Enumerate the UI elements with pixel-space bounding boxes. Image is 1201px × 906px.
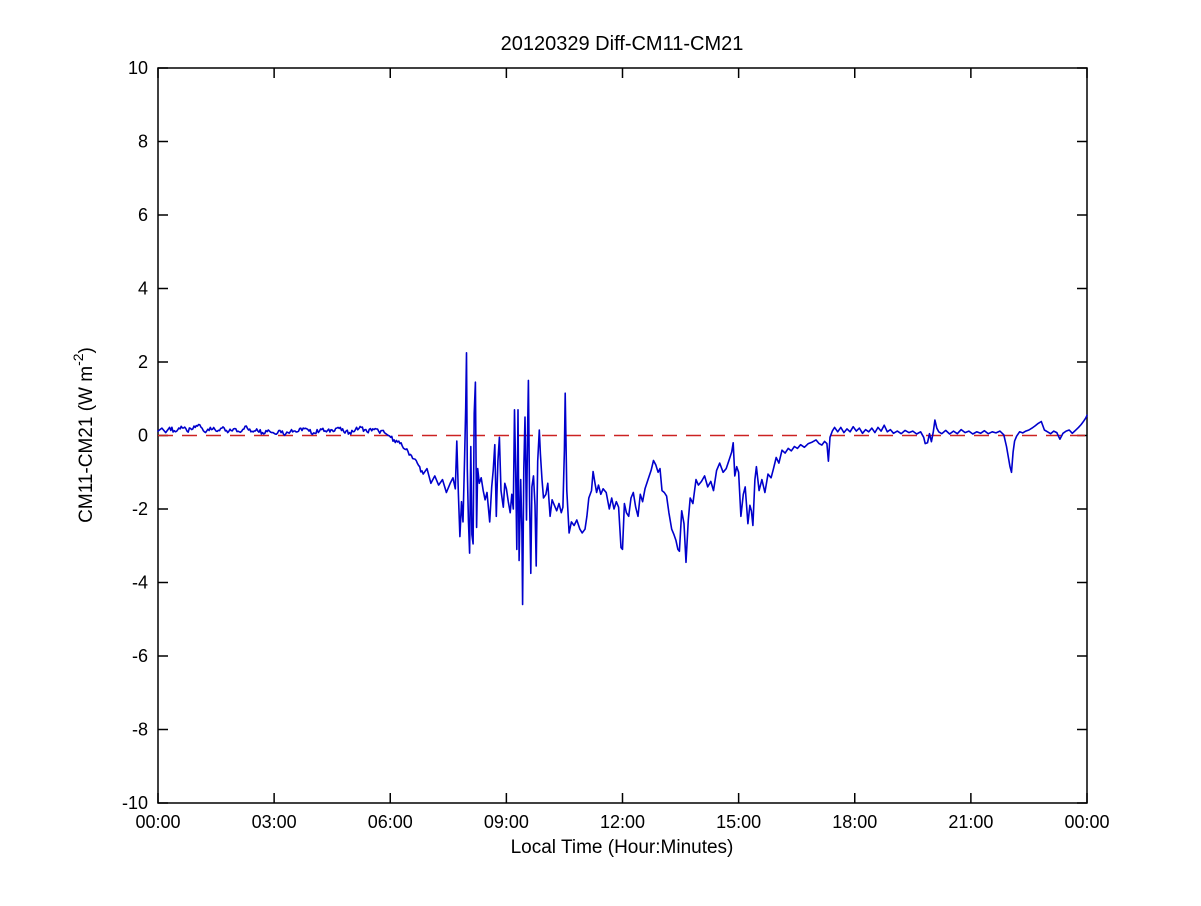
y-tick-label: -8 (132, 720, 148, 740)
y-tick-label: 0 (138, 426, 148, 446)
x-tick-label: 18:00 (832, 812, 877, 832)
x-tick-label: 06:00 (368, 812, 413, 832)
x-axis-label: Local Time (Hour:Minutes) (511, 837, 734, 858)
chart-title: 20120329 Diff-CM11-CM21 (501, 33, 744, 55)
x-tick-label: 21:00 (948, 812, 993, 832)
y-tick-label: 2 (138, 352, 148, 372)
x-tick-label: 03:00 (252, 812, 297, 832)
y-tick-label: 6 (138, 205, 148, 225)
y-axis-label: CM11-CM21 (W m-2) (70, 347, 97, 523)
y-tick-label: -10 (122, 793, 148, 813)
y-tick-label: -6 (132, 646, 148, 666)
x-tick-label: 12:00 (600, 812, 645, 832)
x-axis-tick-labels: 00:00 03:00 06:00 09:00 12:00 15:00 18:00 21:00… (135, 812, 1109, 832)
y-tick-label: 4 (138, 279, 148, 299)
y-tick-label: 10 (128, 58, 148, 78)
y-tick-label: -4 (132, 573, 148, 593)
y-axis-tick-labels: 10 8 6 4 2 0 -2 -4 -6 -8 -10 (122, 58, 148, 813)
x-tick-label: 09:00 (484, 812, 529, 832)
y-tick-label: -2 (132, 499, 148, 519)
x-tick-label: 15:00 (716, 812, 761, 832)
x-tick-label: 00:00 (135, 812, 180, 832)
x-axis-ticks (157, 68, 1088, 803)
y-tick-label: 8 (138, 132, 148, 152)
diff-series-line (157, 351, 1088, 606)
x-tick-label: 00:00 (1064, 812, 1109, 832)
